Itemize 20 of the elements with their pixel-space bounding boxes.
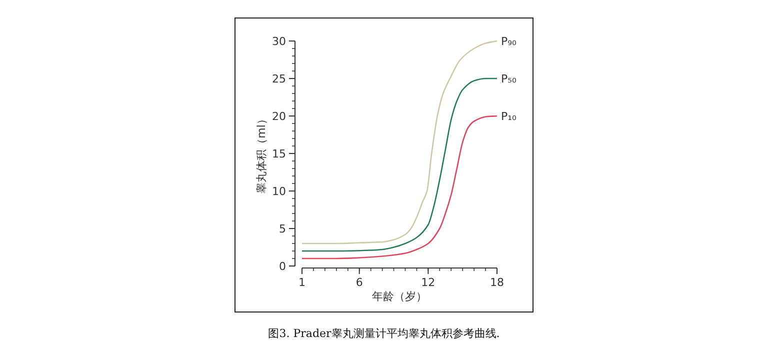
y-tick-label: 25 [272, 72, 286, 86]
series-label: P₁₀ [501, 110, 518, 123]
series-label: P₅₀ [501, 72, 518, 86]
x-tick-label: 18 [490, 276, 504, 289]
y-tick-label: 20 [272, 110, 286, 123]
y-tick-label: 0 [279, 260, 286, 273]
y-tick-label: 10 [272, 185, 286, 198]
y-tick-label: 30 [272, 35, 286, 48]
y-tick-label: 5 [279, 222, 286, 236]
line-series [301, 78, 498, 252]
caption: 图3. Prader睾丸测量计平均睾丸体积参考曲线. [268, 327, 500, 340]
series-label: P₉₀ [501, 35, 518, 48]
y-axis-title: 睾丸体积（ml） [255, 114, 268, 194]
line-series [301, 115, 498, 260]
x-axis-title: 年龄（岁） [372, 290, 427, 303]
x-tick-label: 12 [421, 276, 436, 289]
line-series [301, 40, 498, 244]
y-tick-label: 15 [272, 148, 286, 160]
x-tick-label: 6 [356, 276, 363, 289]
x-tick-label: 1 [298, 276, 306, 289]
